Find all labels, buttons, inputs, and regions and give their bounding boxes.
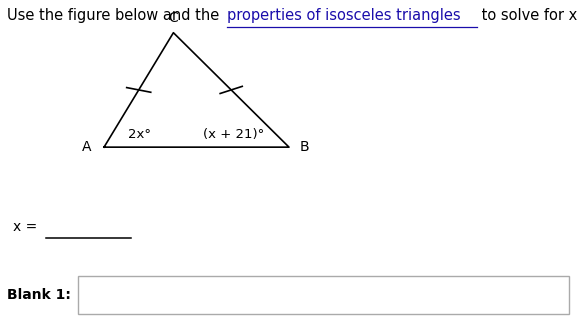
Text: x =: x = — [13, 220, 42, 234]
Text: C: C — [169, 10, 178, 25]
Text: Use the figure below and the: Use the figure below and the — [7, 8, 224, 23]
Text: B: B — [299, 140, 309, 154]
Text: properties of isosceles triangles: properties of isosceles triangles — [227, 8, 461, 23]
Text: A: A — [82, 140, 91, 154]
Text: to solve for x.: to solve for x. — [477, 8, 578, 23]
Text: 2x°: 2x° — [128, 128, 151, 141]
Bar — [78, 276, 569, 314]
Text: (x + 21)°: (x + 21)° — [203, 128, 265, 141]
Text: Blank 1:: Blank 1: — [7, 288, 71, 302]
